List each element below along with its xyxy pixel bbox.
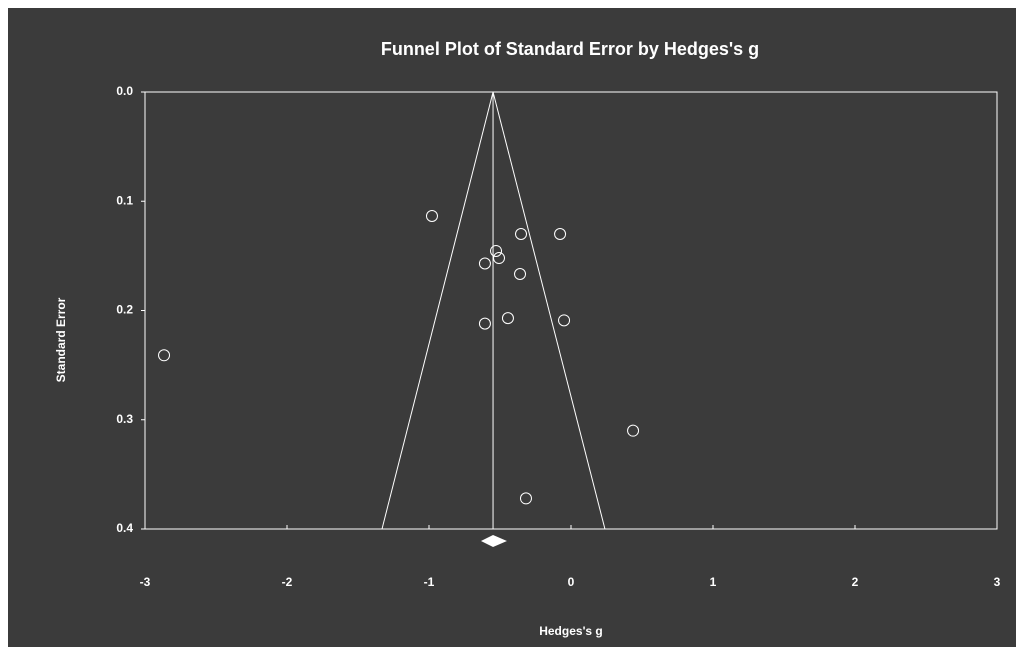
x-tick-label: 1 bbox=[710, 575, 717, 589]
funnel-upper bbox=[492, 91, 606, 530]
study-point bbox=[515, 228, 528, 241]
study-point bbox=[490, 244, 503, 257]
study-point bbox=[554, 228, 567, 241]
x-tick-label: -2 bbox=[282, 575, 293, 589]
study-point bbox=[158, 349, 171, 362]
study-point bbox=[558, 314, 571, 327]
study-point bbox=[501, 312, 514, 325]
x-tick-label: -3 bbox=[140, 575, 151, 589]
study-point bbox=[519, 492, 532, 505]
chart-title: Funnel Plot of Standard Error by Hedges'… bbox=[381, 39, 759, 59]
y-tick-label: 0.2 bbox=[116, 303, 133, 317]
y-tick-label: 0.3 bbox=[116, 412, 133, 426]
study-point bbox=[627, 424, 640, 437]
chart-background bbox=[8, 8, 1016, 647]
funnel-lower bbox=[381, 91, 494, 530]
study-point bbox=[425, 209, 438, 222]
x-tick-label: 3 bbox=[994, 575, 1001, 589]
study-point bbox=[493, 252, 506, 265]
y-tick-label: 0.4 bbox=[116, 521, 133, 535]
summary-diamond bbox=[480, 535, 507, 547]
study-point bbox=[478, 257, 491, 270]
study-point bbox=[478, 317, 491, 330]
x-tick-label: 0 bbox=[568, 575, 575, 589]
x-tick-label: -1 bbox=[424, 575, 435, 589]
x-tick-label: 2 bbox=[852, 575, 859, 589]
y-tick-label: 0.1 bbox=[116, 193, 133, 207]
y-tick-label: 0.0 bbox=[116, 84, 133, 98]
y-axis-label: Standard Error bbox=[54, 297, 68, 382]
x-axis-label: Hedges's g bbox=[539, 624, 603, 638]
study-point bbox=[514, 268, 527, 281]
